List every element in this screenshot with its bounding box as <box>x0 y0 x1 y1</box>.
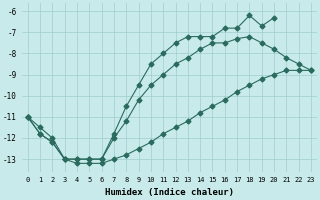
X-axis label: Humidex (Indice chaleur): Humidex (Indice chaleur) <box>105 188 234 197</box>
